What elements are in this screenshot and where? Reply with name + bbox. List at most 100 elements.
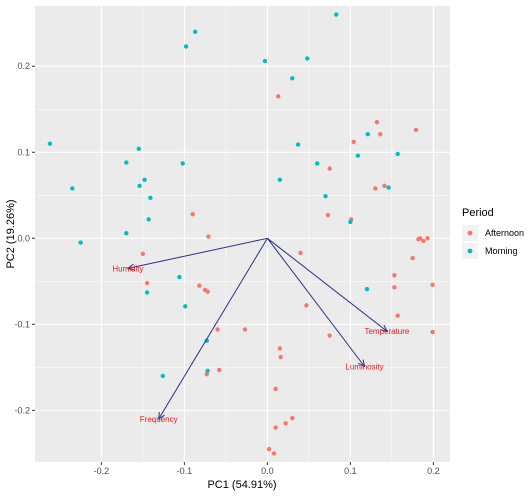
point-afternoon <box>373 186 378 191</box>
point-morning <box>334 12 339 17</box>
point-afternoon <box>430 329 435 335</box>
point-afternoon <box>266 446 272 452</box>
loading-label-temperature: Temperature <box>364 327 409 336</box>
point-morning <box>183 44 189 49</box>
point-afternoon <box>374 119 380 125</box>
point-afternoon <box>425 236 430 241</box>
x-tick-label: -0.1 <box>177 466 193 476</box>
point-afternoon <box>413 127 419 133</box>
point-morning <box>204 338 210 343</box>
loading-arrow-humidity <box>127 237 268 269</box>
point-afternoon <box>278 354 283 360</box>
legend-title: Period <box>462 207 494 219</box>
data-points <box>47 12 435 456</box>
point-morning <box>160 373 166 379</box>
point-morning <box>146 217 151 222</box>
y-axis: -0.2 -0.1 0.0 0.1 0.2 <box>14 61 35 415</box>
point-afternoon <box>416 236 421 242</box>
legend-key-morning <box>467 248 473 254</box>
loading-arrowhead-luminosity <box>358 359 366 368</box>
y-tick-label: 0.1 <box>17 147 30 157</box>
legend: Period Afternoon Morning <box>462 207 524 259</box>
point-afternoon <box>382 183 387 189</box>
point-afternoon <box>144 280 150 286</box>
point-morning <box>305 56 310 61</box>
point-afternoon <box>351 139 356 145</box>
point-morning <box>70 186 75 191</box>
legend-label-morning: Morning <box>485 246 518 256</box>
point-morning <box>395 151 400 157</box>
y-tick-label: 0.2 <box>17 61 30 71</box>
point-afternoon <box>395 313 400 318</box>
x-tick-label: 0.2 <box>427 466 440 476</box>
point-morning <box>262 58 268 64</box>
point-morning <box>142 177 147 182</box>
loading-arrow-luminosity <box>267 237 365 367</box>
point-morning <box>180 161 185 166</box>
point-morning <box>78 240 83 245</box>
loading-label-luminosity: Luminosity <box>345 362 383 371</box>
point-morning <box>365 131 371 137</box>
loading-arrows <box>126 237 388 420</box>
point-afternoon <box>242 327 248 332</box>
point-afternoon <box>392 285 397 290</box>
point-afternoon <box>277 346 283 351</box>
loading-label-humidity: Humidity <box>112 264 143 273</box>
point-morning <box>148 195 153 201</box>
point-afternoon <box>215 327 220 332</box>
point-afternoon <box>325 212 331 218</box>
loading-arrowhead-frequency <box>158 411 165 420</box>
point-morning <box>315 161 320 166</box>
point-morning <box>205 368 210 373</box>
point-afternoon <box>327 333 332 338</box>
point-morning <box>124 230 129 236</box>
point-morning <box>355 153 361 158</box>
point-morning <box>348 219 353 225</box>
point-afternoon <box>327 166 332 171</box>
point-morning <box>364 286 370 292</box>
y-axis-title: PC2 (19.26%) <box>5 199 17 268</box>
point-afternoon <box>140 251 146 256</box>
point-afternoon <box>204 372 210 377</box>
point-morning <box>47 141 53 146</box>
point-afternoon <box>206 234 211 239</box>
grid-lines <box>35 6 450 462</box>
y-tick-label: -0.1 <box>14 319 30 329</box>
point-morning <box>386 185 391 190</box>
point-morning <box>192 29 198 35</box>
x-tick-label: 0.0 <box>261 466 274 476</box>
point-morning <box>295 142 301 147</box>
x-axis: -0.2 -0.1 0.0 0.1 0.2 <box>94 462 440 476</box>
plot-panel <box>35 6 450 462</box>
point-afternoon <box>410 255 415 261</box>
point-afternoon <box>430 282 435 287</box>
point-morning <box>323 193 328 199</box>
loading-label-frequency: Frequency <box>140 415 178 424</box>
point-afternoon <box>217 367 222 373</box>
point-afternoon <box>298 250 303 256</box>
point-afternoon <box>392 273 397 278</box>
x-tick-label: 0.1 <box>344 466 357 476</box>
point-morning <box>136 146 141 152</box>
point-afternoon <box>275 94 281 99</box>
loading-arrowhead-temperature <box>379 324 388 332</box>
point-afternoon <box>271 451 277 456</box>
point-afternoon <box>378 131 383 137</box>
loading-labels: Humidity Temperature Luminosity Frequency <box>112 264 410 424</box>
point-afternoon <box>421 238 426 244</box>
point-afternoon <box>202 287 208 293</box>
point-morning <box>277 177 283 182</box>
y-tick-label: -0.2 <box>14 405 30 415</box>
loading-arrow-temperature <box>267 237 388 332</box>
legend-label-afternoon: Afternoon <box>485 228 524 238</box>
legend-entries: Afternoon Morning <box>462 225 524 259</box>
point-afternoon <box>197 283 202 288</box>
loading-arrow-frequency <box>158 238 268 420</box>
y-tick-label: 0.0 <box>17 233 30 243</box>
loading-arrowhead-humidity <box>126 263 135 271</box>
point-afternoon <box>290 415 295 421</box>
point-morning <box>144 290 150 295</box>
point-afternoon <box>273 386 278 392</box>
point-morning <box>124 160 129 165</box>
